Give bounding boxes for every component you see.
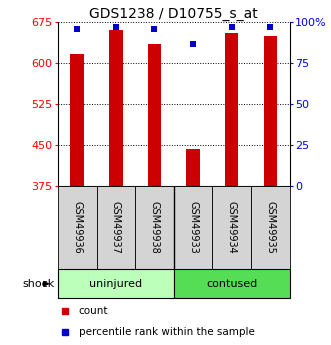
Bar (263, 36, 277, 186)
Bar (225, 33, 238, 186)
Bar (174, 186, 213, 269)
Text: shock: shock (23, 279, 55, 289)
Text: uninjured: uninjured (89, 279, 142, 289)
Text: contused: contused (206, 279, 257, 289)
Text: GSM49937: GSM49937 (111, 201, 121, 254)
Text: GSM49934: GSM49934 (227, 201, 237, 254)
Bar (97, 186, 135, 269)
Bar (58, 269, 174, 298)
Text: GSM49933: GSM49933 (188, 201, 198, 254)
Bar (186, 149, 200, 186)
Bar (148, 44, 161, 186)
Title: GDS1238 / D10755_s_at: GDS1238 / D10755_s_at (89, 7, 258, 21)
Bar (251, 186, 290, 269)
Text: GSM49936: GSM49936 (72, 201, 82, 254)
Bar (71, 53, 84, 186)
Bar (58, 186, 97, 269)
Bar (174, 269, 290, 298)
Bar (135, 186, 174, 269)
Text: GSM49935: GSM49935 (265, 201, 275, 254)
Bar (213, 186, 251, 269)
Text: percentile rank within the sample: percentile rank within the sample (79, 327, 255, 337)
Bar (109, 30, 122, 186)
Text: GSM49938: GSM49938 (150, 201, 160, 254)
Text: count: count (79, 306, 108, 316)
